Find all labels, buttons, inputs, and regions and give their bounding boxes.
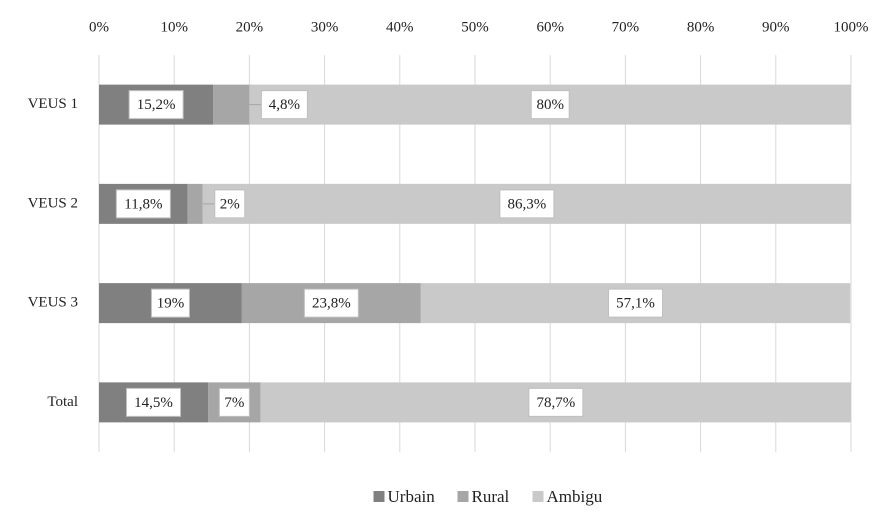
x-tick-label: 30% [311, 19, 339, 35]
data-label: 23,8% [312, 296, 351, 312]
x-tick-label: 100% [834, 19, 869, 35]
bar-segment [213, 84, 250, 125]
data-label: 19% [157, 296, 185, 312]
legend-swatch [373, 491, 385, 502]
x-tick-label: 0% [89, 19, 109, 35]
label-box [608, 288, 664, 318]
y-tick-label: VEUS 3 [28, 295, 78, 311]
label-box [126, 387, 182, 417]
y-tick-label: VEUS 1 [28, 96, 78, 112]
legend-label: Ambigu [547, 487, 603, 506]
label-box [530, 90, 570, 120]
data-label: 57,1% [616, 296, 655, 312]
x-tick-label: 80% [687, 19, 715, 35]
x-tick-label: 50% [461, 19, 489, 35]
data-label: 86,3% [508, 196, 547, 212]
label-box [260, 90, 308, 120]
data-label: 15,2% [137, 97, 176, 113]
y-tick-label: Total [47, 394, 78, 410]
legend-swatch [457, 491, 469, 502]
x-tick-label: 60% [536, 19, 564, 35]
x-tick-label: 40% [386, 19, 414, 35]
data-label: 14,5% [134, 395, 173, 411]
label-box [499, 189, 555, 219]
label-box [218, 387, 250, 417]
x-tick-label: 20% [236, 19, 264, 35]
legend-swatch [532, 491, 544, 502]
legend-label: Urbain [388, 487, 436, 506]
label-box [150, 288, 190, 318]
bar-segment [187, 183, 203, 224]
label-box [303, 288, 359, 318]
label-box [128, 90, 184, 120]
data-label: 80% [536, 97, 564, 113]
label-box [214, 189, 246, 219]
data-label: 78,7% [536, 395, 575, 411]
y-tick-label: VEUS 2 [28, 195, 78, 211]
x-tick-label: 70% [612, 19, 640, 35]
data-label: 4,8% [269, 97, 300, 113]
data-label: 7% [224, 395, 244, 411]
data-label: 2% [220, 196, 240, 212]
data-label: 11,8% [124, 196, 162, 212]
label-box [528, 387, 584, 417]
legend-label: Rural [472, 487, 510, 506]
x-tick-label: 10% [160, 19, 188, 35]
x-tick-label: 90% [762, 19, 790, 35]
label-box [115, 189, 171, 219]
